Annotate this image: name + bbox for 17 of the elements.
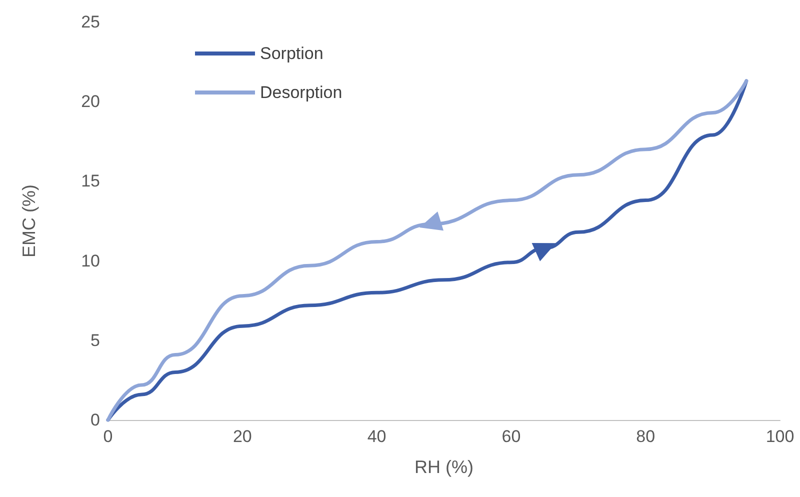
x-tick-label: 40 [367, 427, 386, 446]
y-tick-label: 0 [90, 410, 100, 430]
x-tick-label: 20 [232, 427, 252, 446]
legend-label: Desorption [260, 83, 342, 102]
line-series [106, 79, 748, 422]
x-tick-label: 80 [636, 427, 656, 446]
y-tick-label: 20 [81, 92, 100, 112]
x-tick-label: 0 [103, 427, 113, 446]
y-tick-label: 15 [81, 172, 100, 191]
x-axis-title: RH (%) [414, 457, 474, 477]
y-tick-label: 10 [81, 251, 100, 270]
y-tick-label: 25 [81, 12, 100, 32]
y-tick-label: 5 [90, 330, 100, 350]
x-tick-label: 60 [502, 427, 521, 446]
y-axis-title: EMC (%) [19, 184, 39, 258]
x-tick-label: 100 [766, 427, 794, 446]
legend-label: Sorption [260, 44, 324, 63]
